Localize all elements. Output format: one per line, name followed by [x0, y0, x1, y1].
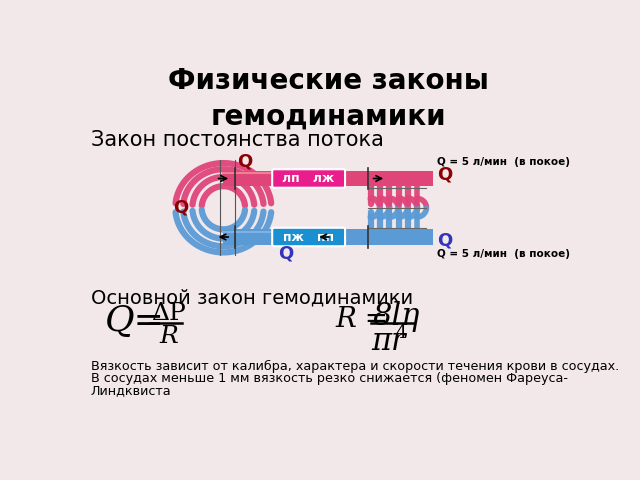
Text: Линдквиста: Линдквиста	[91, 384, 172, 397]
Text: лп   лж: лп лж	[282, 172, 335, 185]
FancyBboxPatch shape	[272, 169, 345, 188]
Text: R: R	[160, 325, 179, 348]
FancyBboxPatch shape	[272, 228, 345, 246]
Text: Q: Q	[237, 153, 253, 170]
Text: Закон постоянства потока: Закон постоянства потока	[91, 130, 384, 150]
Text: 8lη: 8lη	[373, 301, 420, 332]
Text: Q = 5 л/мин  (в покое): Q = 5 л/мин (в покое)	[437, 249, 570, 259]
Text: ΔP: ΔP	[151, 302, 186, 325]
Text: πr: πr	[371, 325, 406, 357]
Bar	[223, 171, 308, 186]
Text: Q=: Q=	[105, 304, 164, 338]
Text: 4: 4	[396, 324, 407, 342]
Text: Q: Q	[278, 245, 293, 263]
Text: Q: Q	[173, 199, 188, 217]
Text: Q: Q	[437, 166, 452, 184]
Text: R =: R =	[336, 306, 388, 333]
Text: Основной закон гемодинамики: Основной закон гемодинамики	[91, 288, 413, 308]
Text: Q: Q	[437, 232, 452, 250]
Bar	[223, 229, 308, 245]
Bar	[308, 171, 433, 186]
Text: Q = 5 л/мин  (в покое): Q = 5 л/мин (в покое)	[437, 156, 570, 167]
Bar	[308, 229, 433, 245]
Text: пж   пп: пж пп	[283, 230, 334, 243]
Text: Физические законы
гемодинамики: Физические законы гемодинамики	[168, 67, 488, 131]
Text: Вязкость зависит от калибра, характера и скорости течения крови в сосудах.: Вязкость зависит от калибра, характера и…	[91, 360, 619, 372]
Text: В сосудах меньше 1 мм вязкость резко снижается (феномен Фареуса-: В сосудах меньше 1 мм вязкость резко сни…	[91, 372, 568, 385]
